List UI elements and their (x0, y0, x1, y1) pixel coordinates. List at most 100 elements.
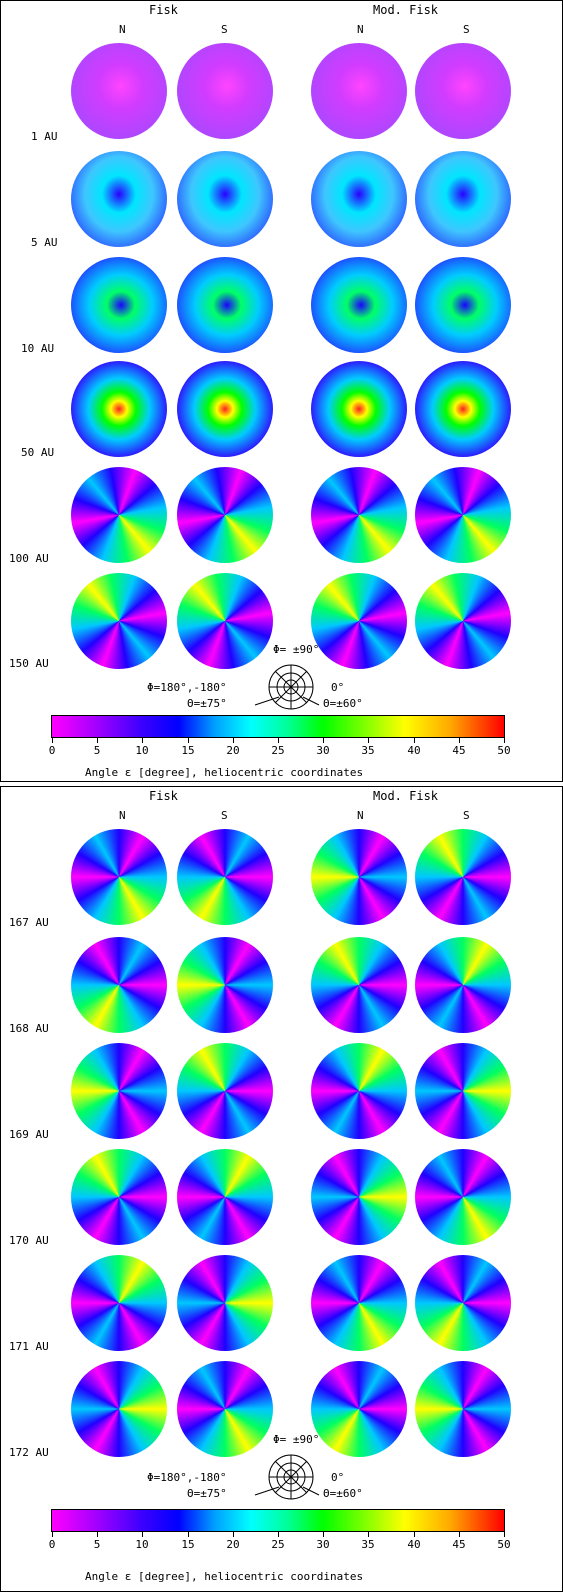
legend-theta-left: Θ=±75° (187, 1487, 227, 1500)
angle-map-disc (311, 467, 407, 563)
colorbar-tick (142, 1532, 143, 1537)
row-label: 50 AU (21, 446, 55, 459)
colorbar-label: Angle ε [degree], heliocentric coordinat… (85, 1570, 364, 1583)
colorbar-tick (368, 738, 369, 743)
legend-phi-right: 0° (331, 681, 344, 694)
colorbar-tick (97, 738, 98, 743)
coordinate-legend: Φ= ±90° Φ=180°,-180° 0° Θ=±75° Θ=±60° (147, 643, 363, 710)
colorbar-tick-label: 15 (181, 744, 195, 757)
legend-theta-right: Θ=±60° (323, 697, 363, 710)
angle-map-disc (311, 1255, 407, 1351)
row-label: 150 AU (9, 657, 49, 670)
figure-panel-top: Fisk Mod. Fisk N S N S 1 AU 5 AU 10 AU 5… (0, 0, 563, 782)
colorbar-tick-label: 10 (135, 1538, 149, 1551)
angle-map-disc (415, 467, 511, 563)
colorbar-tick-label: 30 (316, 1538, 330, 1551)
angle-map-disc (71, 1361, 167, 1457)
angle-map-disc (177, 467, 273, 563)
angle-map-disc (177, 257, 273, 353)
colorbar-tick-label: 35 (361, 744, 375, 757)
angle-map-disc (71, 1043, 167, 1139)
row-label: 168 AU (9, 1022, 49, 1035)
row-label: 170 AU (9, 1234, 49, 1247)
angle-map-disc (311, 829, 407, 925)
angle-map-disc (415, 1149, 511, 1245)
colorbar-tick-label: 50 (497, 1538, 511, 1551)
colorbar-tick (459, 1532, 460, 1537)
colorbar-tick-label: 25 (271, 744, 285, 757)
row-label: 10 AU (21, 342, 55, 355)
colorbar-tick-label: 5 (93, 744, 101, 757)
angle-map-disc (311, 1043, 407, 1139)
colorbar-tick (504, 1532, 505, 1537)
polar-grid-icon (254, 664, 320, 710)
angle-map-disc (311, 1361, 407, 1457)
angle-map-disc (71, 1255, 167, 1351)
column-header-fisk: Fisk (149, 3, 178, 17)
colorbar-tick-label: 45 (452, 744, 466, 757)
colorbar-tick (278, 1532, 279, 1537)
sub-header-mod-fisk-n: N (357, 809, 364, 822)
row-label: 167 AU (9, 916, 49, 929)
legend-phi-left: Φ=180°,-180° (147, 1471, 226, 1484)
angle-map-disc (71, 829, 167, 925)
legend-theta-right: Θ=±60° (323, 1487, 363, 1500)
row-label: 172 AU (9, 1446, 49, 1459)
colorbar-tick-label: 30 (316, 744, 330, 757)
colorbar-tick-label: 35 (361, 1538, 375, 1551)
angle-map-disc (415, 257, 511, 353)
sub-header-fisk-n: N (119, 23, 126, 36)
colorbar-tick (414, 1532, 415, 1537)
colorbar-tick (97, 1532, 98, 1537)
legend-phi-top: Φ= ±90° (273, 643, 319, 656)
colorbar-tick (323, 738, 324, 743)
figure-panel-bottom: Fisk Mod. Fisk N S N S 167 AU 168 AU 169… (0, 786, 563, 1592)
colorbar-tick-label: 40 (407, 744, 421, 757)
angle-map-disc (177, 1043, 273, 1139)
angle-map-disc (415, 43, 511, 139)
colorbar-tick (278, 738, 279, 743)
colorbar-tick (142, 738, 143, 743)
coordinate-legend: Φ= ±90° Φ=180°,-180° 0° Θ=±75° Θ=±60° (147, 1433, 363, 1500)
colorbar-tick (188, 738, 189, 743)
angle-map-disc (311, 361, 407, 457)
row-label: 100 AU (9, 552, 49, 565)
colorbar-tick (459, 738, 460, 743)
sub-header-fisk-s: S (221, 23, 228, 36)
angle-map-disc (177, 1149, 273, 1245)
colorbar-tick-label: 20 (226, 1538, 240, 1551)
colorbar-tick (188, 1532, 189, 1537)
legend-phi-left: Φ=180°,-180° (147, 681, 226, 694)
angle-map-disc (311, 43, 407, 139)
colorbar-tick (504, 738, 505, 743)
colorbar-tick-label: 0 (48, 1538, 56, 1551)
legend-theta-left: Θ=±75° (187, 697, 227, 710)
colorbar-tick (414, 738, 415, 743)
sub-header-fisk-s: S (221, 809, 228, 822)
angle-map-disc (177, 151, 273, 247)
row-label: 171 AU (9, 1340, 49, 1353)
angle-map-disc (311, 257, 407, 353)
angle-map-disc (415, 1255, 511, 1351)
angle-map-disc (177, 829, 273, 925)
colorbar-tick (52, 738, 53, 743)
colorbar-tick-label: 10 (135, 744, 149, 757)
angle-map-disc (177, 1361, 273, 1457)
colorbar (51, 715, 505, 738)
angle-map-disc (71, 467, 167, 563)
colorbar-tick-label: 45 (452, 1538, 466, 1551)
angle-map-disc (71, 1149, 167, 1245)
angle-map-disc (415, 937, 511, 1033)
angle-map-disc (71, 151, 167, 247)
angle-map-disc (177, 1255, 273, 1351)
angle-map-disc (415, 361, 511, 457)
colorbar-label: Angle ε [degree], heliocentric coordinat… (85, 766, 364, 779)
colorbar-tick (233, 1532, 234, 1537)
colorbar-tick-label: 15 (181, 1538, 195, 1551)
colorbar (51, 1509, 505, 1532)
row-label: 169 AU (9, 1128, 49, 1141)
row-label: 1 AU (31, 130, 58, 143)
angle-map-disc (177, 937, 273, 1033)
colorbar-tick-label: 0 (48, 744, 56, 757)
angle-map-disc (415, 1361, 511, 1457)
